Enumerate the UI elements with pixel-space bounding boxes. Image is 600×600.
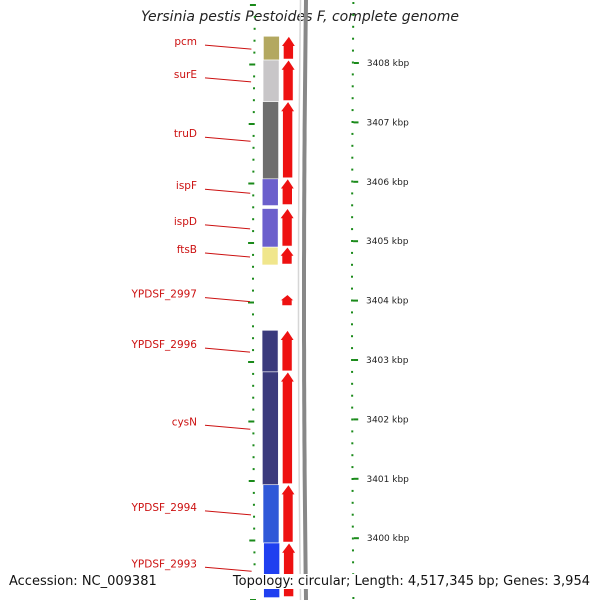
gene-arrow-ftsB — [279, 246, 295, 265]
gene-label-ispF: ispF — [176, 180, 197, 192]
cog-block-truD — [262, 101, 279, 180]
ruler-label: 3407 kbp — [366, 118, 409, 128]
gene-arrow-cysN — [279, 371, 295, 485]
gene-label-YPDSF_2993: YPDSF_2993 — [130, 558, 197, 570]
gene-arrow-YPDSF_2997 — [279, 294, 295, 306]
backbone-inner-line — [297, 0, 302, 600]
gene-arrow-pcm — [280, 35, 296, 60]
topology-label: Topology: circular; Length: 4,517,345 bp… — [229, 574, 590, 589]
backbone-line — [302, 0, 308, 600]
ruler-label: 3405 kbp — [366, 237, 409, 247]
ruler-label: 3400 kbp — [367, 534, 410, 544]
cog-block-ftsB — [261, 246, 279, 266]
ruler-label: 3403 kbp — [366, 356, 409, 366]
cog-block-ispD — [261, 208, 279, 248]
gene-label-cysN: cysN — [172, 416, 197, 428]
cog-block-ispF — [261, 178, 279, 206]
gene-label-YPDSF_2994: YPDSF_2994 — [130, 502, 197, 514]
gene-arrow-ispF — [279, 178, 295, 205]
gene-leader-YPDSF_2996 — [204, 347, 251, 353]
cog-block-surE — [262, 59, 280, 102]
ruler-label: 3406 kbp — [366, 178, 409, 188]
gene-leader-YPDSF_2993 — [204, 566, 252, 572]
gene-label-ftsB: ftsB — [177, 244, 197, 256]
ruler-labels: 3408 kbp 3407 kbp 3406 kbp 3405 kbp 3404 kbp… — [353, 59, 410, 544]
gene-arrow-ispD — [279, 207, 295, 247]
ruler-label: 3408 kbp — [367, 59, 410, 69]
inner-tick-marks — [248, 4, 256, 600]
gene-label-surE: surE — [174, 69, 197, 81]
gene-leader-ftsB — [204, 252, 251, 258]
cog-color-track — [261, 35, 280, 598]
ruler-label: 3401 kbp — [366, 475, 409, 485]
cog-block-pcm — [263, 35, 280, 61]
gene-label-truD: truD — [174, 128, 197, 140]
gene-label-YPDSF_2996: YPDSF_2996 — [130, 339, 197, 351]
gene-label-pcm: pcm — [174, 36, 197, 48]
gene-leader-surE — [204, 77, 252, 83]
gene-labels: pcm surE truD ispF ispD ftsB YPDSF_2997 YPDSF_2… — [130, 36, 252, 572]
gene-label-ispD: ispD — [174, 216, 197, 228]
gene-arrow-YPDSF_2994 — [280, 484, 296, 543]
gene-arrow-YPDSF_2996 — [279, 329, 295, 372]
cog-block-YPDSF_2996 — [261, 329, 279, 373]
ruler-label: 3404 kbp — [366, 297, 409, 307]
accession-label: Accession: NC_009381 — [9, 574, 157, 589]
cog-block-YPDSF_2993 — [263, 542, 280, 598]
cog-block-YPDSF_2994 — [262, 484, 280, 544]
gene-leader-truD — [204, 136, 251, 142]
gene-leader-YPDSF_2997 — [204, 297, 251, 303]
gene-leader-cysN — [204, 424, 251, 430]
gene-arrow-truD — [280, 101, 296, 179]
backbone-track — [297, 0, 308, 600]
gene-label-YPDSF_2997: YPDSF_2997 — [130, 289, 197, 301]
gene-arrow-surE — [280, 59, 296, 101]
gene-leader-ispF — [204, 188, 251, 194]
gene-arrow-track — [279, 35, 297, 597]
cog-block-cysN — [262, 371, 279, 486]
gene-leader-ispD — [204, 224, 251, 230]
gene-leader-YPDSF_2994 — [204, 510, 252, 516]
ruler-label: 3402 kbp — [366, 415, 409, 425]
gene-leader-pcm — [204, 44, 252, 50]
